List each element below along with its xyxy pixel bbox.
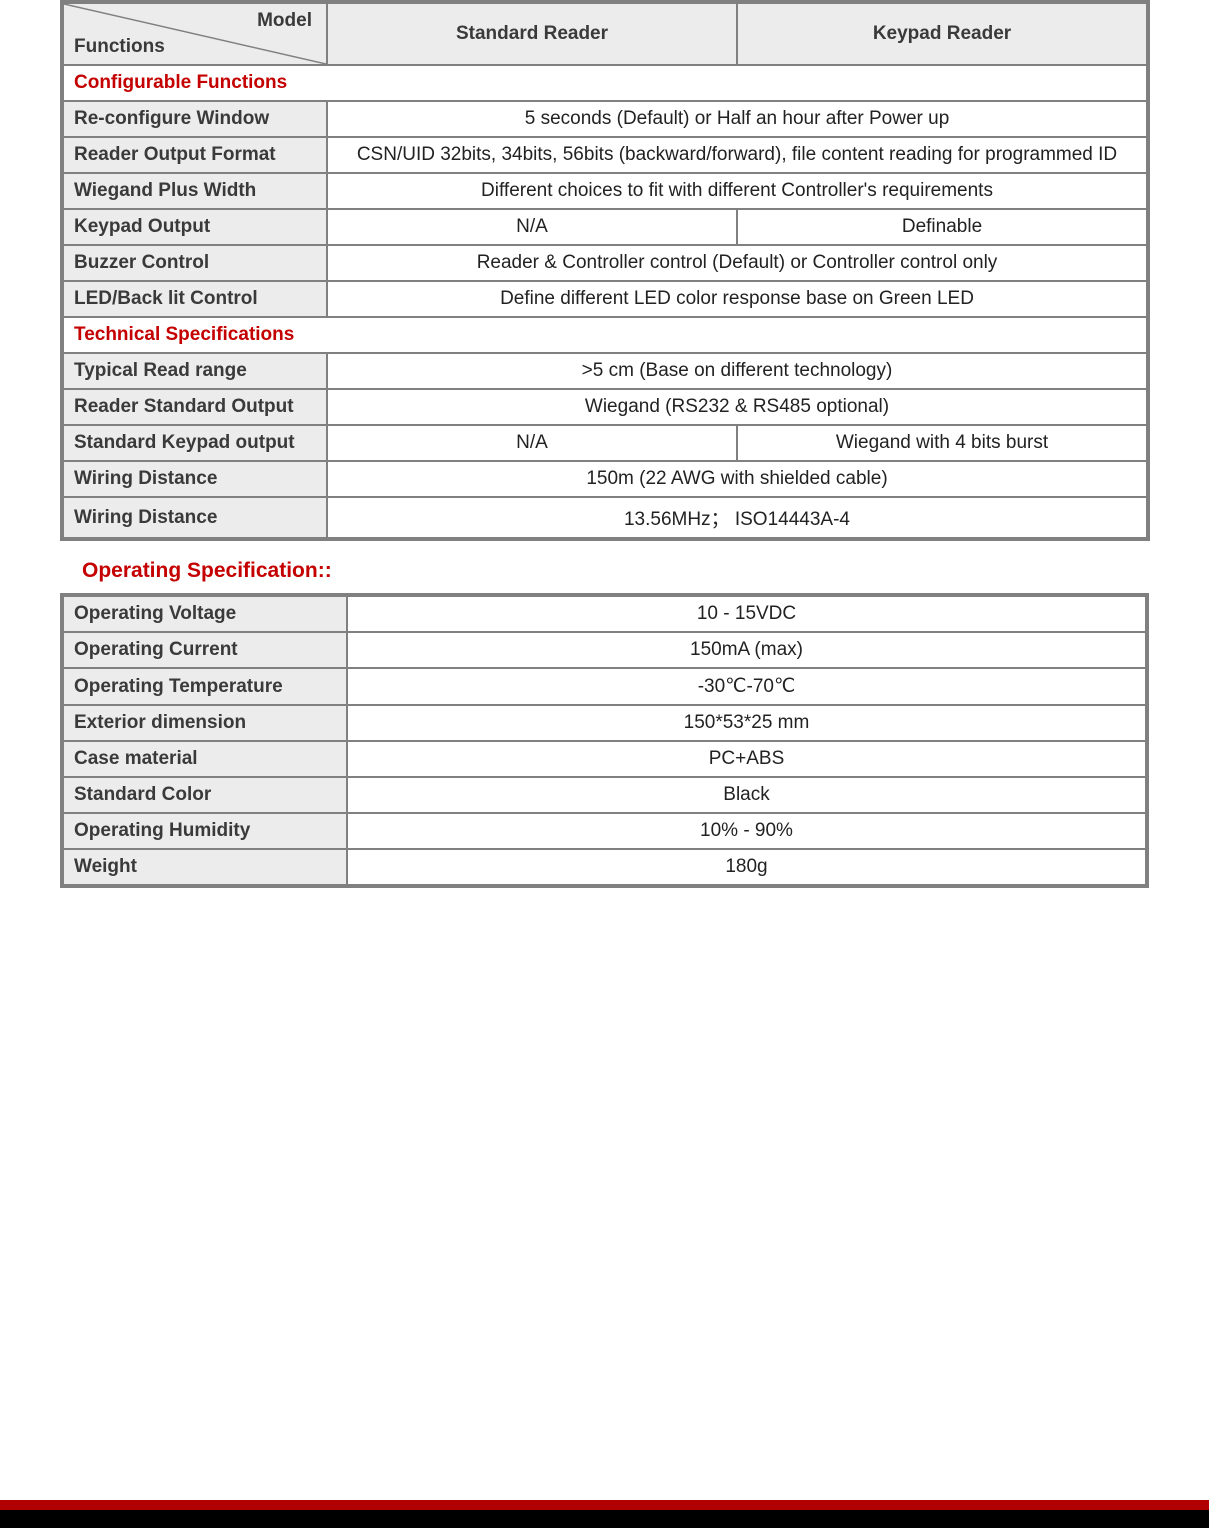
row-label: Wiegand Plus Width: [63, 173, 327, 209]
row-value: Different choices to fit with different …: [327, 173, 1147, 209]
row-value: 150mA (max): [347, 632, 1146, 668]
col-header-standard: Standard Reader: [327, 3, 737, 65]
row-value: Reader & Controller control (Default) or…: [327, 245, 1147, 281]
operating-spec-title: Operating Specification::: [82, 559, 1149, 583]
section-row: Technical Specifications: [63, 317, 1147, 353]
row-value: 180g: [347, 849, 1146, 885]
table-header-row: Model Functions Standard Reader Keypad R…: [63, 3, 1147, 65]
spec-table-1: Model Functions Standard Reader Keypad R…: [60, 0, 1150, 541]
table-row: Reader Standard Output Wiegand (RS232 & …: [63, 389, 1147, 425]
row-label: Typical Read range: [63, 353, 327, 389]
diagonal-header-cell: Model Functions: [63, 3, 327, 65]
table-row: Weight 180g: [63, 849, 1146, 885]
header-model-label: Model: [257, 10, 312, 32]
row-label: Reader Output Format: [63, 137, 327, 173]
table-row: Operating Humidity 10% - 90%: [63, 813, 1146, 849]
table-row: Operating Voltage 10 - 15VDC: [63, 596, 1146, 632]
row-value: N/A: [327, 425, 737, 461]
row-label: Operating Temperature: [63, 668, 347, 705]
table-row: Buzzer Control Reader & Controller contr…: [63, 245, 1147, 281]
table-row: Wiring Distance 13.56MHz； ISO14443A-4: [63, 497, 1147, 538]
row-value: 10% - 90%: [347, 813, 1146, 849]
footer-black-stripe: [0, 1510, 1209, 1528]
table-row: Exterior dimension 150*53*25 mm: [63, 705, 1146, 741]
row-label: Wiring Distance: [63, 497, 327, 538]
page: Model Functions Standard Reader Keypad R…: [0, 0, 1209, 1500]
table-row: Reader Output Format CSN/UID 32bits, 34b…: [63, 137, 1147, 173]
table-row: Case material PC+ABS: [63, 741, 1146, 777]
table-row: Keypad Output N/A Definable: [63, 209, 1147, 245]
row-value: -30℃-70℃: [347, 668, 1146, 705]
row-label: Keypad Output: [63, 209, 327, 245]
row-label: Operating Voltage: [63, 596, 347, 632]
section-title: Technical Specifications: [63, 317, 1147, 353]
table-row: Operating Temperature -30℃-70℃: [63, 668, 1146, 705]
table-row: Wiring Distance 150m (22 AWG with shield…: [63, 461, 1147, 497]
section-title: Configurable Functions: [63, 65, 1147, 101]
table-row: Standard Color Black: [63, 777, 1146, 813]
row-value: 10 - 15VDC: [347, 596, 1146, 632]
table-row: Wiegand Plus Width Different choices to …: [63, 173, 1147, 209]
footer-bar: [0, 1500, 1209, 1528]
row-label: Operating Humidity: [63, 813, 347, 849]
row-label: Case material: [63, 741, 347, 777]
row-value: Wiegand (RS232 & RS485 optional): [327, 389, 1147, 425]
row-value: 150m (22 AWG with shielded cable): [327, 461, 1147, 497]
table-row: Operating Current 150mA (max): [63, 632, 1146, 668]
row-label: Wiring Distance: [63, 461, 327, 497]
row-label: Re-configure Window: [63, 101, 327, 137]
row-value: 13.56MHz； ISO14443A-4: [327, 497, 1147, 538]
row-value: 5 seconds (Default) or Half an hour afte…: [327, 101, 1147, 137]
spec-table-2: Operating Voltage 10 - 15VDC Operating C…: [60, 593, 1149, 888]
header-functions-label: Functions: [74, 36, 165, 58]
section-row: Configurable Functions: [63, 65, 1147, 101]
row-value: Wiegand with 4 bits burst: [737, 425, 1147, 461]
col-header-keypad: Keypad Reader: [737, 3, 1147, 65]
row-value: 150*53*25 mm: [347, 705, 1146, 741]
row-label: Standard Keypad output: [63, 425, 327, 461]
table-row: LED/Back lit Control Define different LE…: [63, 281, 1147, 317]
row-value: Define different LED color response base…: [327, 281, 1147, 317]
row-value: N/A: [327, 209, 737, 245]
row-label: Reader Standard Output: [63, 389, 327, 425]
table-row: Re-configure Window 5 seconds (Default) …: [63, 101, 1147, 137]
footer-red-stripe: [0, 1500, 1209, 1510]
table-row: Standard Keypad output N/A Wiegand with …: [63, 425, 1147, 461]
row-value: CSN/UID 32bits, 34bits, 56bits (backward…: [327, 137, 1147, 173]
row-label: Standard Color: [63, 777, 347, 813]
row-value: Definable: [737, 209, 1147, 245]
row-label: LED/Back lit Control: [63, 281, 327, 317]
row-label: Buzzer Control: [63, 245, 327, 281]
row-label: Weight: [63, 849, 347, 885]
table-row: Typical Read range >5 cm (Base on differ…: [63, 353, 1147, 389]
row-label: Exterior dimension: [63, 705, 347, 741]
row-label: Operating Current: [63, 632, 347, 668]
row-value: Black: [347, 777, 1146, 813]
row-value: PC+ABS: [347, 741, 1146, 777]
row-value: >5 cm (Base on different technology): [327, 353, 1147, 389]
